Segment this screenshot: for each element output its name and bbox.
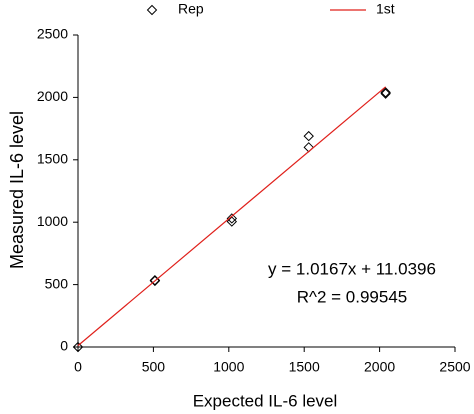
data-point [226, 216, 238, 227]
y-tick-label: 1500 [37, 151, 68, 167]
y-tick-label: 2500 [37, 26, 68, 42]
data-point [380, 88, 391, 99]
legend-label: 1st [376, 1, 395, 17]
x-tick-label: 1000 [213, 359, 244, 375]
x-tick-label: 500 [142, 359, 166, 375]
data-point [226, 213, 238, 224]
data-point [303, 142, 314, 153]
equation: y = 1.0167x + 11.0396 [268, 259, 436, 278]
x-tick-label: 1500 [289, 359, 320, 375]
y-tick-label: 2000 [37, 88, 68, 104]
data-point [149, 275, 161, 287]
r-squared: R^2 = 0.99545 [297, 287, 408, 306]
x-tick-label: 2500 [439, 359, 470, 375]
legend-swatch [146, 4, 158, 16]
data-point [303, 130, 314, 142]
x-tick-label: 2000 [364, 359, 395, 375]
x-tick-label: 0 [74, 359, 82, 375]
data-point [72, 341, 84, 353]
y-tick-label: 0 [60, 338, 68, 354]
y-tick-label: 1000 [37, 213, 68, 229]
x-axis-label: Expected IL-6 level [193, 391, 338, 410]
y-tick-label: 500 [45, 275, 69, 291]
legend-label: Rep [178, 1, 204, 17]
data-point [380, 87, 391, 98]
trend-line [77, 86, 387, 347]
y-axis-label: Measured IL-6 level [7, 111, 27, 269]
